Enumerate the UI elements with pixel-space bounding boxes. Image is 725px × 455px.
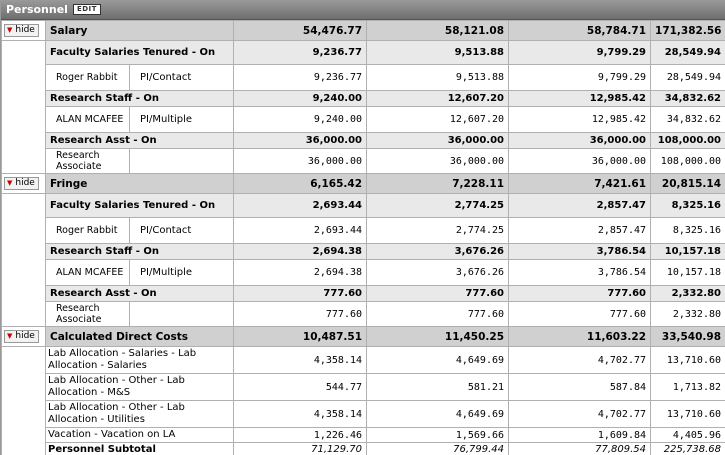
person-row: Roger Rabbit PI/Contact 9,236.77 9,513.8… (2, 64, 725, 91)
person-role (128, 148, 235, 174)
person-row: Research Associate 36,000.00 36,000.00 3… (2, 148, 725, 174)
section-label: Fringe (44, 173, 235, 194)
person-row: Roger Rabbit PI/Contact 2,693.44 2,774.2… (2, 217, 725, 244)
cost-label: Vacation - Vacation on LA (44, 427, 235, 443)
person-name: Roger Rabbit (45, 217, 130, 244)
group-label: Research Asst - On (44, 285, 235, 302)
cost-label: Lab Allocation - Salaries - Lab Allocati… (44, 346, 235, 374)
group-label: Faculty Salaries Tenured - On (44, 40, 235, 65)
group-row-research-staff: Research Staff - On 2,694.38 3,676.26 3,… (2, 243, 725, 260)
triangle-down-icon: ▼ (7, 26, 13, 34)
person-name: ALAN MCAFEE (45, 106, 130, 133)
person-row: ALAN MCAFEE PI/Multiple 9,240.00 12,607.… (2, 106, 725, 133)
group-row-research-asst: Research Asst - On 777.60 777.60 777.60 … (2, 285, 725, 302)
person-role (128, 301, 235, 327)
group-row-faculty-salaries: Faculty Salaries Tenured - On 9,236.77 9… (1, 40, 725, 174)
section-label: Salary (44, 20, 235, 41)
person-role: PI/Contact (128, 217, 235, 244)
group-row-research-asst: Research Asst - On 36,000.00 36,000.00 3… (2, 132, 725, 149)
personnel-budget-table: ▼ hide Salary 54,476.77 58,121.08 58,784.… (1, 20, 725, 455)
section-row-calculated-direct-costs: ▼ hide Calculated Direct Costs 10,487.51 … (1, 326, 725, 347)
group-row-research-staff: Research Staff - On 9,240.00 12,607.20 1… (2, 90, 725, 107)
triangle-down-icon: ▼ (7, 332, 13, 340)
cost-row: Lab Allocation - Other - Lab Allocation … (2, 373, 725, 401)
person-role: PI/Multiple (128, 259, 235, 286)
person-name: Research Associate (45, 301, 130, 327)
person-role: PI/Contact (128, 64, 235, 91)
person-name: Research Associate (45, 148, 130, 174)
hide-salary-button[interactable]: ▼ hide (4, 24, 39, 37)
person-row: ALAN MCAFEE PI/Multiple 2,694.38 3,676.2… (2, 259, 725, 286)
group-label: Research Staff - On (44, 90, 235, 107)
panel-title: Personnel (6, 3, 68, 16)
cost-label: Lab Allocation - Other - Lab Allocation … (44, 373, 235, 401)
person-role: PI/Multiple (128, 106, 235, 133)
section-label: Calculated Direct Costs (44, 326, 235, 347)
cost-row: Vacation - Vacation on LA 1,226.46 1,569… (2, 427, 725, 443)
section-row-fringe: ▼ hide Fringe 6,165.42 7,228.11 7,421.61 … (1, 173, 725, 194)
panel-header: Personnel EDIT (1, 0, 725, 20)
hide-fringe-button[interactable]: ▼ hide (4, 177, 39, 190)
triangle-down-icon: ▼ (7, 179, 13, 187)
hide-cdc-button[interactable]: ▼ hide (4, 330, 39, 343)
personnel-subtotal-row: Personnel Subtotal 71,129.70 76,799.44 7… (2, 442, 725, 455)
group-label: Research Asst - On (44, 132, 235, 149)
cost-row: Lab Allocation - Other - Lab Allocation … (2, 400, 725, 428)
cost-label: Lab Allocation - Other - Lab Allocation … (44, 400, 235, 428)
cost-row: Lab Allocation - Salaries - Lab Allocati… (1, 346, 725, 455)
person-row: Research Associate 777.60 777.60 777.60 … (2, 301, 725, 327)
group-row-faculty-salaries: Faculty Salaries Tenured - On 2,693.44 2… (1, 193, 725, 327)
group-label: Faculty Salaries Tenured - On (44, 193, 235, 218)
person-name: ALAN MCAFEE (45, 259, 130, 286)
section-row-salary: ▼ hide Salary 54,476.77 58,121.08 58,784.… (1, 20, 725, 41)
group-label: Research Staff - On (44, 243, 235, 260)
person-name: Roger Rabbit (45, 64, 130, 91)
edit-button[interactable]: EDIT (72, 4, 101, 15)
subtotal-label: Personnel Subtotal (44, 442, 235, 455)
